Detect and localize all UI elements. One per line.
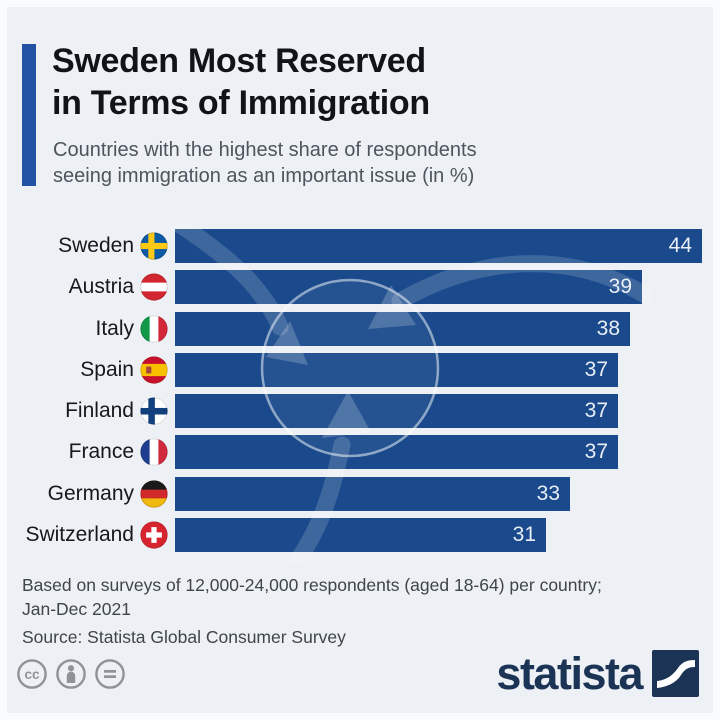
bar-value-label: 37 <box>584 357 608 381</box>
value-bar-spain: 37 <box>175 352 618 387</box>
title-line-1: Sweden Most Reserved <box>52 42 426 80</box>
bar-value-label: 37 <box>584 399 608 423</box>
bar-value-label: 44 <box>668 234 692 257</box>
value-bar-sweden: 44 <box>175 229 702 263</box>
statista-logo-mark-icon <box>652 650 699 697</box>
value-bar-germany: 33 <box>175 476 570 511</box>
country-label: Austria <box>68 275 134 299</box>
title-line-2: in Terms of Immigration <box>52 84 430 122</box>
attribution-icon <box>55 658 87 690</box>
value-bar-finland: 37 <box>175 394 618 429</box>
country-label: Finland <box>65 399 134 423</box>
statista-logo: statista <box>496 650 699 697</box>
bar-row-france: France 37 <box>0 435 720 470</box>
source-line: Source: Statista Global Consumer Survey <box>22 627 346 647</box>
country-label: Germany <box>47 481 134 505</box>
row-label: Sweden <box>0 232 168 260</box>
row-label: Spain <box>0 356 168 384</box>
bar-row-spain: Spain 37 <box>0 352 720 387</box>
bar-row-finland: Finland 37 <box>0 394 720 429</box>
country-label: France <box>68 440 134 464</box>
bar-value-label: 37 <box>584 440 608 464</box>
cc-license-icon: cc <box>16 658 48 690</box>
page-subtitle: Countries with the highest share of resp… <box>53 137 477 189</box>
footnote-line-2: Jan-Dec 2021 <box>22 598 131 619</box>
bar-row-austria: Austria 39 <box>0 270 720 305</box>
row-label: Finland <box>0 397 168 425</box>
bar-value-label: 39 <box>608 275 632 299</box>
flag-sweden-icon <box>140 232 168 260</box>
subtitle-line-2: seeing immigration as an important issue… <box>53 165 475 187</box>
bar-value-label: 31 <box>512 523 536 547</box>
bar-value-label: 38 <box>596 316 620 340</box>
bar-row-sweden: Sweden 44 <box>0 229 720 263</box>
country-label: Italy <box>95 316 134 340</box>
row-label: France <box>0 438 168 467</box>
title-accent-bar <box>22 44 36 186</box>
bar-row-germany: Germany 33 <box>0 476 720 511</box>
flag-switzerland-icon <box>140 521 168 549</box>
value-bar-italy: 38 <box>175 311 630 346</box>
flag-austria-icon <box>140 273 168 301</box>
subtitle-line-1: Countries with the highest share of resp… <box>53 139 477 161</box>
value-bar-austria: 39 <box>175 270 642 305</box>
row-label: Germany <box>0 480 168 508</box>
row-label: Switzerland <box>0 521 168 549</box>
bar-chart: Sweden 44 Austria 39 Italy 38 Spain 37 Finland 37… <box>0 229 720 553</box>
footnote: Based on surveys of 12,000-24,000 respon… <box>22 574 602 650</box>
svg-text:cc: cc <box>24 667 40 682</box>
country-label: Switzerland <box>25 523 134 547</box>
flag-finland-icon <box>140 397 168 425</box>
flag-germany-icon <box>140 480 168 508</box>
value-bar-france: 37 <box>175 435 618 470</box>
bar-value-label: 33 <box>536 481 560 505</box>
bar-row-switzerland: Switzerland 31 <box>0 518 720 553</box>
cc-license-badges: cc <box>16 658 126 690</box>
country-label: Spain <box>80 357 134 381</box>
no-derivatives-icon <box>94 658 126 690</box>
row-label: Italy <box>0 315 168 343</box>
country-label: Sweden <box>58 234 134 257</box>
statista-wordmark: statista <box>496 648 643 699</box>
flag-italy-icon <box>140 315 168 343</box>
page-title: Sweden Most Reserved in Terms of Immigra… <box>52 40 430 124</box>
bar-row-italy: Italy 38 <box>0 311 720 346</box>
row-label: Austria <box>0 273 168 301</box>
flag-france-icon <box>140 438 168 467</box>
flag-spain-icon <box>140 356 168 384</box>
value-bar-switzerland: 31 <box>175 518 546 553</box>
footnote-line-1: Based on surveys of 12,000-24,000 respon… <box>22 575 602 595</box>
